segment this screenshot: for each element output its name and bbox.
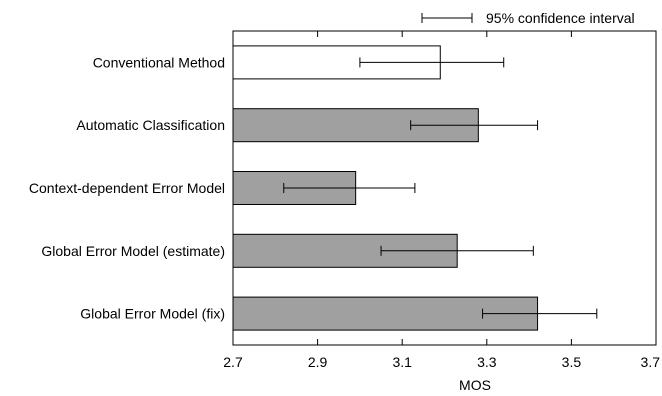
legend: 95% confidence interval: [421, 10, 635, 26]
x-tick-label-4: 3.5: [562, 354, 582, 370]
category-label-0: Conventional Method: [93, 54, 225, 70]
x-tick-label-5: 3.7: [641, 354, 661, 370]
x-tick-label-2: 3.1: [392, 354, 412, 370]
category-label-4: Global Error Model (fix): [80, 306, 225, 322]
plot-frame: [232, 30, 657, 346]
category-label-1: Automatic Classification: [76, 117, 225, 133]
x-axis-label: MOS: [459, 377, 491, 393]
x-ticks: 2.7 2.9 3.1 3.3 3.5 3.7: [223, 31, 660, 370]
category-labels: Conventional Method Automatic Classificat…: [29, 54, 225, 321]
category-label-3: Global Error Model (estimate): [41, 243, 225, 259]
errorbars: [283, 57, 598, 319]
x-tick-label-1: 2.9: [308, 354, 328, 370]
x-tick-label-0: 2.7: [223, 354, 243, 370]
legend-label: 95% confidence interval: [486, 10, 635, 26]
x-tick-label-3: 3.3: [477, 354, 497, 370]
category-label-2: Context-dependent Error Model: [29, 180, 225, 196]
